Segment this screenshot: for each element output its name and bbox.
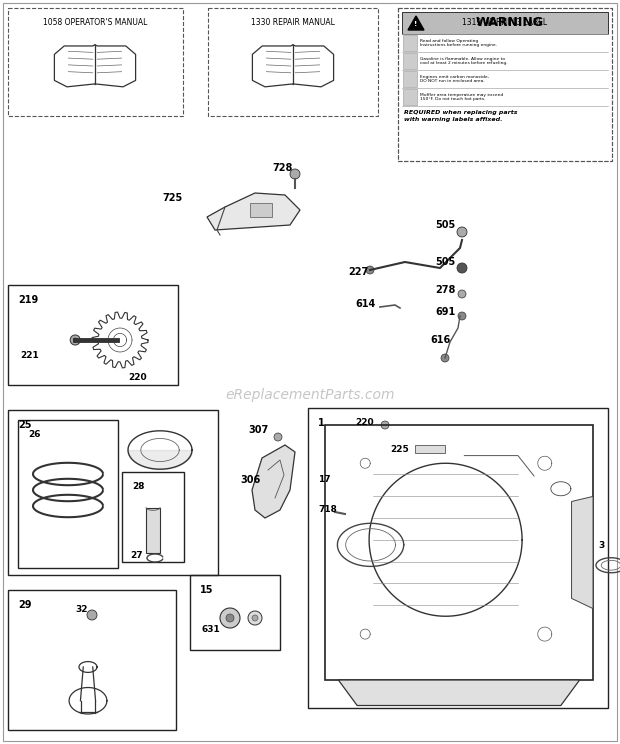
Text: 691: 691 — [435, 307, 455, 317]
Bar — [190, 575, 280, 650]
Bar — [403, 35, 417, 51]
Bar — [398, 8, 612, 161]
Text: 1319 WARNING LABEL: 1319 WARNING LABEL — [463, 18, 547, 27]
Circle shape — [458, 312, 466, 320]
Text: WARNING: WARNING — [476, 16, 544, 30]
Text: 219: 219 — [18, 295, 38, 305]
Bar — [250, 203, 272, 217]
Bar — [8, 590, 176, 730]
Text: REQUIRED when replacing parts
with warning labels affixed.: REQUIRED when replacing parts with warni… — [404, 110, 518, 122]
Bar — [308, 408, 608, 708]
Polygon shape — [252, 445, 295, 518]
Bar — [403, 89, 417, 105]
Text: Engines emit carbon monoxide,
DO NOT run in enclosed area.: Engines emit carbon monoxide, DO NOT run… — [420, 74, 489, 83]
Text: 221: 221 — [20, 350, 38, 359]
Circle shape — [458, 290, 466, 298]
Circle shape — [226, 614, 234, 622]
Text: 725: 725 — [162, 193, 182, 203]
Text: 220: 220 — [128, 373, 146, 382]
Text: 278: 278 — [435, 285, 455, 295]
Text: 1: 1 — [318, 418, 325, 428]
Bar — [403, 71, 417, 87]
Bar — [8, 285, 178, 385]
Circle shape — [87, 610, 97, 620]
Text: 505: 505 — [435, 220, 455, 230]
Bar — [122, 472, 184, 562]
Circle shape — [366, 266, 374, 274]
Circle shape — [274, 433, 282, 441]
Polygon shape — [339, 680, 580, 705]
Circle shape — [457, 227, 467, 237]
Text: 306: 306 — [240, 475, 260, 485]
Text: 718: 718 — [318, 505, 337, 515]
Circle shape — [381, 421, 389, 429]
Circle shape — [441, 354, 449, 362]
Polygon shape — [408, 16, 424, 30]
Text: 505: 505 — [435, 257, 455, 267]
Text: Read and follow Operating
Instructions before running engine.: Read and follow Operating Instructions b… — [420, 39, 497, 48]
Bar — [398, 8, 612, 161]
Text: 614: 614 — [355, 299, 375, 309]
Bar — [8, 410, 218, 575]
Text: Gasoline is flammable. Allow engine to
cool at least 2 minutes before refueling.: Gasoline is flammable. Allow engine to c… — [420, 57, 508, 65]
Polygon shape — [207, 193, 300, 230]
Bar — [415, 445, 445, 453]
Text: 1058 OPERATOR'S MANUAL: 1058 OPERATOR'S MANUAL — [43, 18, 147, 27]
Text: eReplacementParts.com: eReplacementParts.com — [225, 388, 395, 402]
Text: !: ! — [414, 21, 418, 27]
Bar — [8, 8, 183, 116]
Circle shape — [70, 335, 80, 345]
Text: 17: 17 — [318, 475, 330, 484]
Bar — [146, 507, 160, 553]
Text: 32: 32 — [75, 606, 87, 615]
Text: 3: 3 — [598, 540, 604, 550]
Text: 616: 616 — [430, 335, 450, 345]
Circle shape — [220, 608, 240, 628]
Text: 29: 29 — [18, 600, 32, 610]
Circle shape — [73, 338, 78, 342]
Bar — [208, 8, 378, 116]
Text: 15: 15 — [200, 585, 213, 595]
Bar — [18, 420, 118, 568]
Circle shape — [457, 263, 467, 273]
Text: 225: 225 — [390, 445, 409, 454]
Text: 28: 28 — [132, 482, 144, 491]
Text: Muffler area temperature may exceed
150°F. Do not touch hot parts.: Muffler area temperature may exceed 150°… — [420, 92, 503, 101]
Circle shape — [252, 615, 258, 621]
Text: 26: 26 — [28, 430, 40, 439]
Bar — [403, 53, 417, 69]
Text: 25: 25 — [18, 420, 32, 430]
Text: 1330 REPAIR MANUAL: 1330 REPAIR MANUAL — [251, 18, 335, 27]
Circle shape — [248, 611, 262, 625]
Polygon shape — [572, 496, 593, 609]
Text: 631: 631 — [202, 626, 221, 635]
Text: 220: 220 — [355, 418, 374, 427]
Text: 27: 27 — [130, 551, 143, 559]
Circle shape — [290, 169, 300, 179]
Bar — [325, 425, 593, 680]
Bar — [402, 12, 608, 34]
Text: 728: 728 — [272, 163, 293, 173]
Text: 307: 307 — [248, 425, 268, 435]
Text: 227: 227 — [348, 267, 368, 277]
